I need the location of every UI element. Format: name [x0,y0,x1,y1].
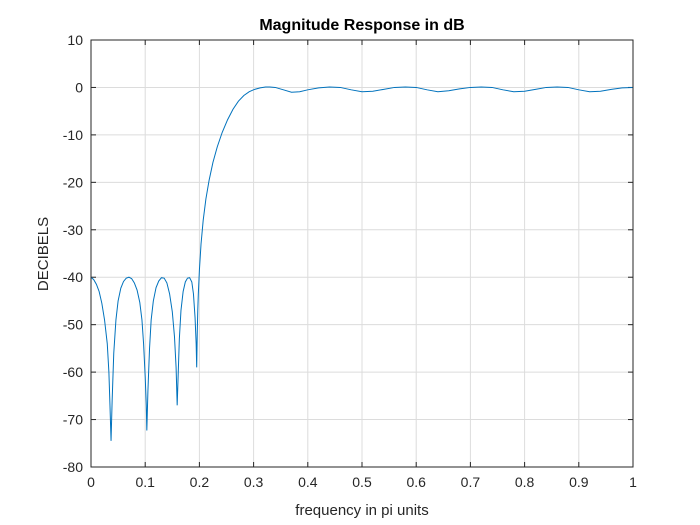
x-tick-label-3: 0.3 [244,474,264,490]
x-axis-label: frequency in pi units [295,502,428,519]
x-tick-label-7: 0.7 [461,474,481,490]
x-tick-label-0: 0 [87,474,95,490]
y-tick-label-6: -50 [63,317,83,333]
x-tick-label-8: 0.8 [515,474,535,490]
x-tick-label-2: 0.2 [190,474,210,490]
y-tick-label-9: -80 [63,459,83,475]
y-tick-label-0: 10 [67,32,83,48]
y-axis-label: DECIBELS [35,217,52,291]
y-tick-label-4: -30 [63,222,83,238]
y-tick-label-8: -70 [63,412,83,428]
x-tick-label-6: 0.6 [406,474,426,490]
x-tick-label-1: 0.1 [135,474,155,490]
x-tick-label-9: 0.9 [569,474,589,490]
y-tick-label-2: -10 [63,127,83,143]
y-tick-label-5: -40 [63,269,83,285]
series-line [90,86,634,441]
y-tick-label-7: -60 [63,364,83,380]
y-tick-label-3: -20 [63,174,83,190]
x-tick-label-5: 0.5 [352,474,372,490]
y-tick-label-1: 0 [75,79,83,95]
ticks: 0 0.1 0.2 0.3 0.4 0.5 0.6 0.7 0.8 0.9 1 10 0 -10 -20 -3… [63,32,637,490]
chart-title: Magnitude Response in dB [259,17,464,34]
axes-frame [90,39,634,468]
x-tick-label-10: 1 [629,474,637,490]
grid [90,39,634,468]
x-tick-label-4: 0.4 [298,474,318,490]
